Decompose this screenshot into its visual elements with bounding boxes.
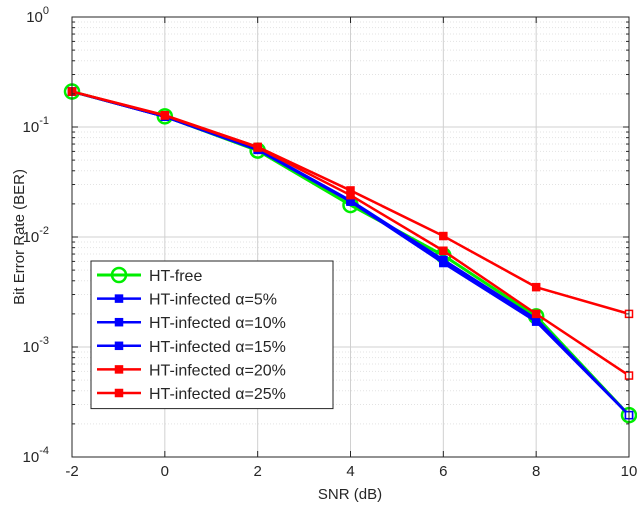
x-tick-labels: -2 0 2 4 6 8 10 — [65, 463, 637, 480]
legend-marker — [114, 294, 124, 303]
y-tick-label: 10-1 — [23, 115, 49, 136]
legend-entry: HT-infected α=20% — [97, 362, 286, 379]
legend-entry: HT-infected α=10% — [97, 315, 286, 332]
data-point — [531, 309, 541, 319]
x-tick-label: 0 — [161, 463, 169, 480]
data-point — [439, 231, 448, 241]
x-tick-label: -2 — [65, 463, 78, 480]
y-tick-label: 100 — [26, 5, 49, 26]
legend-label: HT-infected α=25% — [149, 386, 286, 403]
legend-marker — [114, 341, 124, 351]
x-axis-label: SNR (dB) — [318, 486, 382, 503]
legend-entry: HT-infected α=15% — [97, 339, 286, 356]
x-tick-label: 4 — [346, 463, 354, 480]
legend-label: HT-infected α=10% — [149, 315, 286, 332]
legend-marker — [114, 388, 124, 398]
legend-marker — [114, 317, 124, 327]
x-tick-label: 8 — [532, 463, 540, 480]
data-point — [346, 186, 355, 195]
x-tick-label: 2 — [253, 463, 261, 480]
data-point — [439, 246, 448, 255]
y-axis-label: Bit Error Rate (BER) — [11, 169, 28, 305]
legend: HT-free HT-infected α=5% HT-infected α=10%… — [90, 260, 334, 410]
tick-marks — [71, 16, 630, 458]
legend-label: HT-infected α=5% — [149, 292, 277, 309]
y-tick-labels: 10-4 10-3 10-2 10-1 100 — [23, 5, 49, 466]
legend-box — [90, 260, 334, 410]
x-tick-label: 6 — [439, 463, 447, 480]
legend-entry: HT-infected α=25% — [97, 386, 286, 403]
legend-entry: HT-infected α=5% — [97, 292, 277, 309]
legend-marker — [114, 365, 124, 374]
series-layer — [63, 83, 637, 424]
data-point — [253, 142, 262, 152]
x-tick-label: 10 — [621, 463, 637, 480]
legend-label: HT-infected α=20% — [149, 362, 286, 379]
data-point — [160, 110, 170, 120]
y-tick-label: 10-4 — [23, 445, 49, 466]
data-point — [439, 255, 448, 265]
legend-marker — [110, 266, 128, 284]
y-tick-label: 10-3 — [23, 335, 49, 356]
legend-label: HT-infected α=15% — [149, 339, 286, 356]
y-tick-label: 10-2 — [23, 225, 49, 246]
data-point — [531, 282, 541, 292]
legend-entry: HT-free — [97, 266, 202, 285]
legend-label: HT-free — [149, 268, 202, 285]
